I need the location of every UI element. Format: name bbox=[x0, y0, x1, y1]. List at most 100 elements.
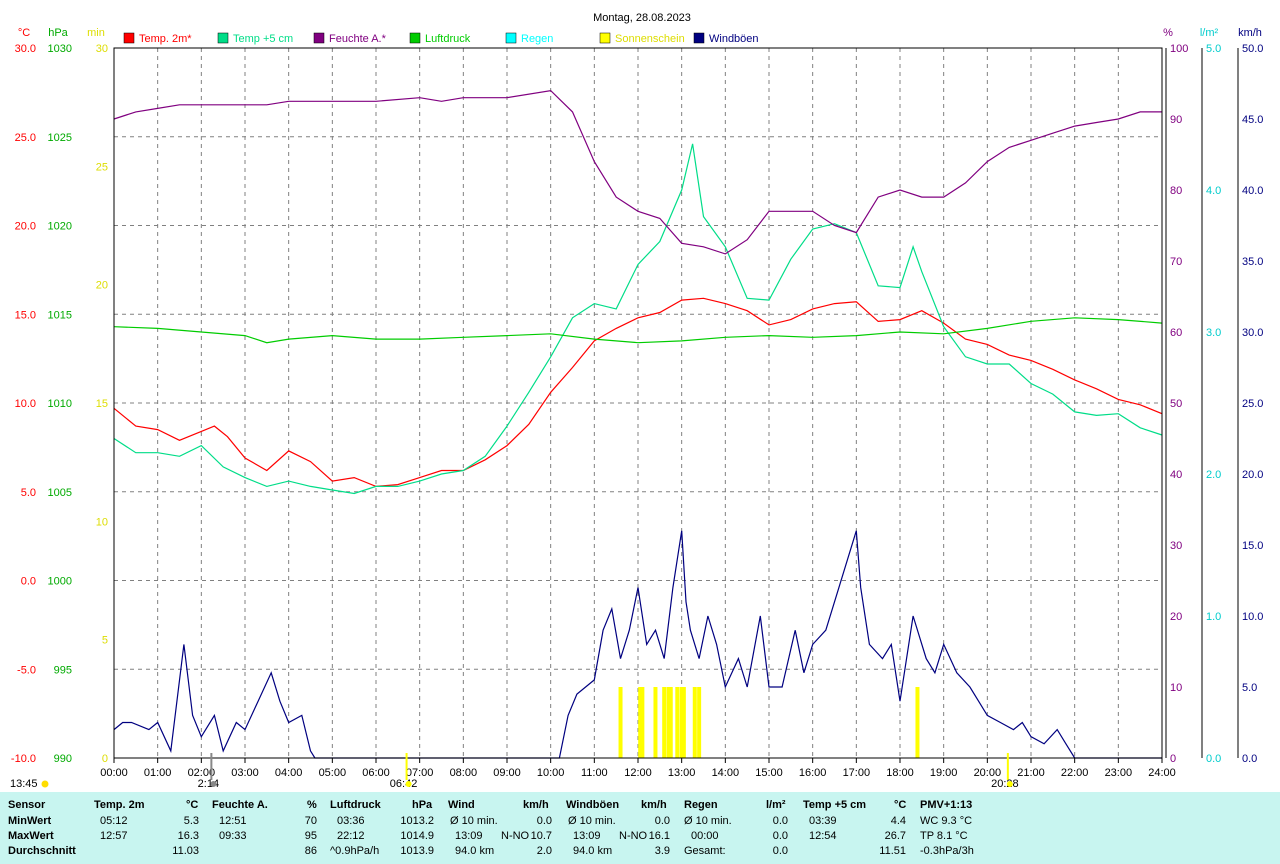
stats-temp2m-header: Temp. 2m bbox=[94, 799, 145, 811]
x-tick-label: 04:00 bbox=[275, 767, 303, 779]
tick-label-humidity: 70 bbox=[1170, 256, 1182, 268]
stats-sensor-header: Sensor bbox=[8, 799, 46, 811]
tick-label-wind: 45.0 bbox=[1242, 114, 1263, 126]
chart-title: Montag, 28.08.2023 bbox=[593, 12, 691, 24]
stats-luftdruck-max-time: 22:12 bbox=[337, 830, 365, 842]
tick-label-pressure: 1020 bbox=[48, 221, 72, 233]
x-tick-label: 18:00 bbox=[886, 767, 914, 779]
stats-row-avg: Durchschnitt bbox=[8, 845, 76, 857]
tick-label-humidity: 10 bbox=[1170, 682, 1182, 694]
x-tick-label: 03:00 bbox=[231, 767, 259, 779]
axis-unit-temp: °C bbox=[18, 27, 30, 39]
legend-swatch bbox=[217, 32, 229, 44]
legend-label: Windböen bbox=[709, 33, 759, 45]
x-tick-label: 16:00 bbox=[799, 767, 827, 779]
sunshine-bar bbox=[692, 687, 697, 758]
tick-label-humidity: 50 bbox=[1170, 398, 1182, 410]
tick-label-rain: 0.0 bbox=[1206, 753, 1221, 765]
x-tick-label: 22:00 bbox=[1061, 767, 1089, 779]
sunshine-bar bbox=[675, 687, 680, 758]
stats-temp2m-avg: 11.03 bbox=[172, 845, 199, 857]
legend-label: Regen bbox=[521, 33, 553, 45]
sun-icon bbox=[405, 781, 412, 787]
stats-pmv-row2: TP 8.1 °C bbox=[920, 830, 968, 842]
legend-swatch bbox=[409, 32, 421, 44]
stats-wind-dir: N-NO bbox=[501, 830, 530, 842]
stats-feuchte-min: 70 bbox=[304, 815, 317, 827]
x-tick-label: 11:00 bbox=[581, 767, 608, 779]
tick-label-temp: 0.0 bbox=[21, 576, 36, 588]
stats-wind-v2: 10.7 bbox=[530, 830, 552, 842]
tick-label-wind: 40.0 bbox=[1242, 185, 1263, 197]
x-tick-label: 05:00 bbox=[319, 767, 347, 779]
x-tick-label: 23:00 bbox=[1105, 767, 1133, 779]
stats-luftdruck-header: Luftdruck bbox=[330, 799, 381, 811]
stats-wind-v3: 2.0 bbox=[536, 845, 552, 857]
stats-temp2m-min-time: 05:12 bbox=[100, 815, 128, 827]
stats-row-max: MaxWert bbox=[8, 830, 54, 842]
stats-feuchte-min-time: 12:51 bbox=[219, 815, 247, 827]
x-tick-label: 01:00 bbox=[144, 767, 172, 779]
tick-label-rain: 2.0 bbox=[1206, 469, 1221, 481]
stats-regen-v3: 0.0 bbox=[772, 845, 788, 857]
tick-label-sunshine: 20 bbox=[96, 280, 108, 292]
x-tick-label: 19:00 bbox=[930, 767, 958, 779]
tick-label-wind: 5.0 bbox=[1242, 682, 1257, 694]
stats-temp2m-max-time: 12:57 bbox=[100, 830, 128, 842]
stats-pmv-row1: WC 9.3 °C bbox=[920, 815, 973, 827]
sunshine-bar bbox=[697, 687, 702, 758]
tick-label-temp: 20.0 bbox=[15, 221, 36, 233]
axis-unit-humidity: % bbox=[1163, 27, 1173, 39]
sun-icon bbox=[1006, 781, 1013, 787]
stats-windboeen-v3: 3.9 bbox=[654, 845, 670, 857]
axis-unit-rain: l/m² bbox=[1200, 27, 1219, 39]
sunshine-bar bbox=[662, 687, 667, 758]
stats-luftdruck-min: 1013.2 bbox=[400, 815, 434, 827]
tick-label-pressure: 1010 bbox=[48, 398, 72, 410]
stats-windboeen-v1: 0.0 bbox=[654, 815, 670, 827]
x-tick-label: 13:00 bbox=[668, 767, 696, 779]
tick-label-wind: 25.0 bbox=[1242, 398, 1263, 410]
legend-label: Temp +5 cm bbox=[233, 33, 293, 45]
stats-wind-row1: Ø 10 min. bbox=[450, 815, 498, 827]
series-line-temp-5-cm bbox=[113, 143, 1163, 495]
stats-temp2m-min: 5.3 bbox=[183, 815, 199, 827]
x-tick-label: 09:00 bbox=[493, 767, 521, 779]
x-tick-label: 17:00 bbox=[843, 767, 871, 779]
x-tick-label: 08:00 bbox=[450, 767, 478, 779]
tick-label-pressure: 995 bbox=[54, 664, 72, 676]
sunshine-bar bbox=[618, 687, 623, 758]
legend-label: Temp. 2m* bbox=[139, 33, 192, 45]
stats-temp5cm-unit: °C bbox=[894, 799, 907, 811]
tick-label-temp: 30.0 bbox=[15, 43, 36, 55]
legend: Temp. 2m* Temp +5 cm Feuchte A.* Luftdruck R… bbox=[123, 32, 759, 45]
stats-windboeen-v2: 16.1 bbox=[648, 830, 670, 842]
stats-wind-unit: km/h bbox=[523, 799, 549, 811]
sun-icon bbox=[210, 781, 217, 787]
x-tick-label: 20:00 bbox=[974, 767, 1002, 779]
tick-label-sunshine: 0 bbox=[102, 753, 108, 765]
sunshine-bar bbox=[679, 687, 684, 758]
tick-label-humidity: 30 bbox=[1170, 540, 1182, 552]
x-tick-label: 10:00 bbox=[537, 767, 565, 779]
tick-label-humidity: 0 bbox=[1170, 753, 1176, 765]
tick-label-sunshine: 15 bbox=[96, 398, 108, 410]
stats-wind-row2: 13:09 bbox=[455, 830, 483, 842]
tick-label-temp: -5.0 bbox=[17, 664, 36, 676]
sunshine-bar bbox=[915, 687, 920, 758]
tick-label-sunshine: 25 bbox=[96, 161, 108, 173]
stats-wind-header: Wind bbox=[448, 799, 475, 811]
time-marker-label: 20:28 bbox=[991, 778, 1019, 790]
tick-label-humidity: 40 bbox=[1170, 469, 1182, 481]
tick-label-humidity: 100 bbox=[1170, 43, 1188, 55]
tick-label-humidity: 20 bbox=[1170, 611, 1182, 623]
legend-swatch bbox=[505, 32, 517, 44]
stats-temp5cm-min: 4.4 bbox=[890, 815, 906, 827]
tick-label-pressure: 1030 bbox=[48, 43, 72, 55]
tick-label-rain: 1.0 bbox=[1206, 611, 1221, 623]
stats-luftdruck-min-time: 03:36 bbox=[337, 815, 365, 827]
stats-windboeen-row2: 13:09 bbox=[573, 830, 601, 842]
axes-layer: 30.025.020.015.010.05.00.0-5.0-10.0°C103… bbox=[11, 27, 1264, 765]
series-layer bbox=[113, 89, 1163, 759]
x-tick-label: 06:00 bbox=[362, 767, 390, 779]
